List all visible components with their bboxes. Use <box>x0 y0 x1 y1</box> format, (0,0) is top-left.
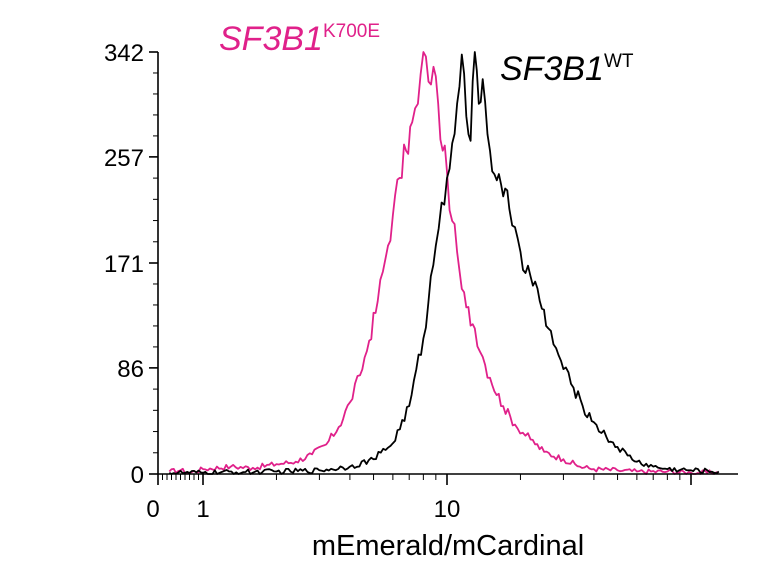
x-tick-label-10: 10 <box>434 496 461 523</box>
y-tick-layer: 0 86 171 257 342 <box>104 40 158 489</box>
series-line-0 <box>168 51 720 475</box>
x-tick-layer <box>157 474 692 485</box>
series-layer <box>168 51 720 475</box>
legend-wildtype-name: SF3B1 <box>500 50 604 88</box>
y-tick-label: 86 <box>117 356 144 383</box>
axis-layer <box>157 52 738 475</box>
legend-mutant-name: SF3B1 <box>219 20 323 58</box>
y-tick-label: 171 <box>104 251 144 278</box>
x-axis-label: mEmerald/mCardinal <box>312 530 584 562</box>
legend-mutant: SF3B1K700E <box>219 20 380 58</box>
y-tick-label: 257 <box>104 145 144 172</box>
x-tick-label-0: 0 <box>146 496 159 523</box>
legend-wildtype: SF3B1WT <box>500 50 634 88</box>
legend-wildtype-superscript: WT <box>604 51 634 72</box>
legend-mutant-superscript: K700E <box>323 21 380 42</box>
x-tick-label-1: 1 <box>196 496 209 523</box>
y-tick-label: 0 <box>131 462 144 489</box>
series-line-1 <box>168 51 720 475</box>
y-tick-label: 342 <box>104 40 144 67</box>
